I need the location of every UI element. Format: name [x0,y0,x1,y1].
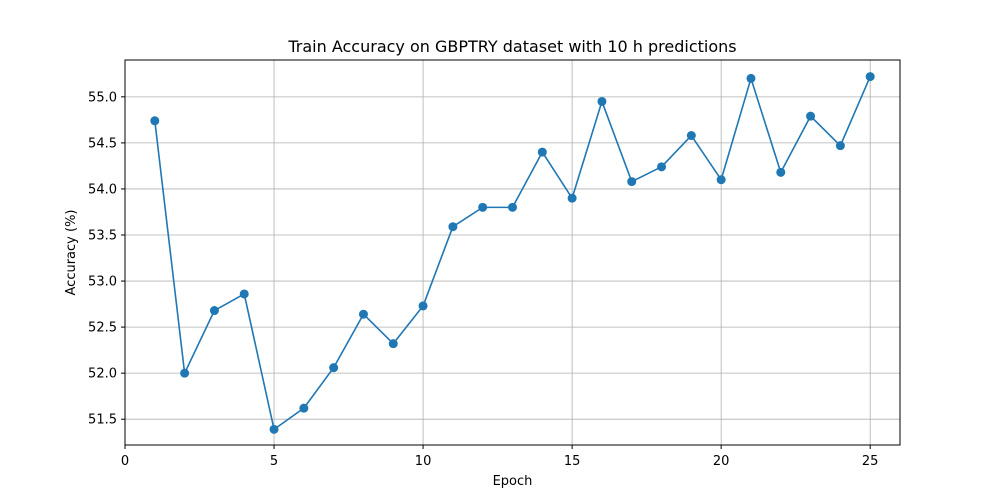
x-tick-label: 15 [564,454,581,469]
data-point [776,167,786,177]
data-point [448,222,458,232]
y-tick-label: 53.0 [88,275,117,290]
data-point [657,162,667,172]
data-point [209,306,219,316]
y-tick-label: 54.0 [88,182,117,197]
data-point [239,289,249,299]
series [150,72,875,434]
plot-frame [124,59,901,446]
data-point [299,403,309,413]
x-tick-label: 0 [121,454,129,469]
y-tick-label: 54.5 [88,136,117,151]
data-point [358,309,368,319]
data-point [567,193,577,203]
data-point [865,72,875,82]
x-axis-ticks: 0 5 10 15 20 25 [121,445,879,469]
data-point [388,339,398,349]
y-tick-label: 52.0 [88,367,117,382]
data-point [716,175,726,185]
data-point [418,301,428,311]
y-tick-label: 55.0 [88,90,117,105]
data-point [627,177,637,187]
x-tick-label: 20 [713,454,730,469]
x-tick-label: 25 [862,454,879,469]
data-point [478,202,488,212]
x-axis-label: Epoch [493,474,533,489]
data-point [835,141,845,151]
y-tick-label: 53.5 [88,229,117,244]
y-axis-label: Accuracy (%) [64,210,79,296]
x-tick-label: 5 [270,454,278,469]
data-point [329,363,339,373]
y-axis-ticks: 51.5 52.0 52.5 53.0 53.5 54.0 54.5 55.0 [88,90,125,428]
data-point [597,96,607,106]
data-point [150,116,160,126]
data-point [508,202,517,212]
data-point [746,73,756,83]
x-tick-label: 10 [415,454,432,469]
data-point [537,147,547,157]
data-point [806,111,816,121]
chart-title: Train Accuracy on GBPTRY dataset with 10… [287,37,736,56]
data-point [686,131,696,141]
series-line [154,76,871,431]
y-tick-label: 51.5 [88,413,117,428]
y-tick-label: 52.5 [88,321,117,336]
grid [124,60,900,445]
data-point [180,368,190,378]
data-point [269,424,279,434]
